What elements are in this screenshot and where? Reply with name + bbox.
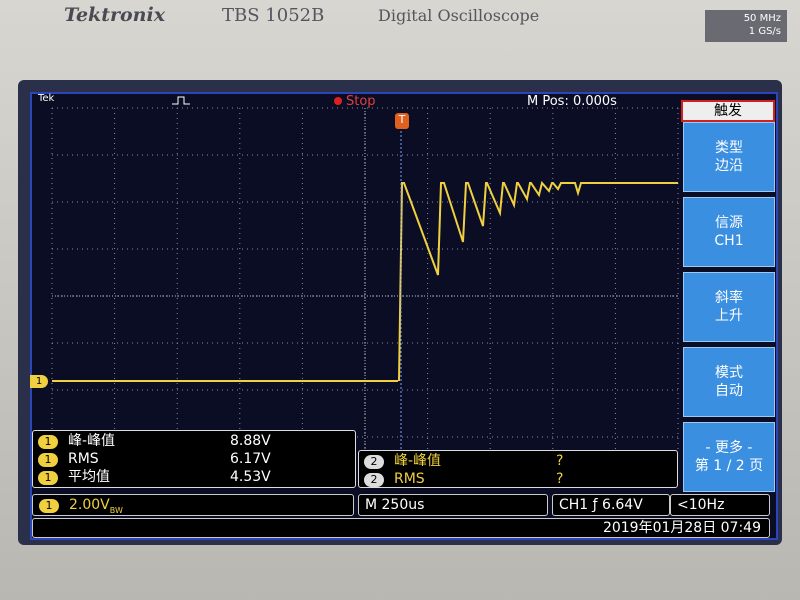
- menu-value: 上升: [715, 308, 743, 324]
- channel-marker: 1: [30, 375, 48, 388]
- trigger-level: CH1 ƒ 6.64V: [552, 494, 670, 516]
- menu-label: 模式: [715, 365, 743, 381]
- menu-value: 自动: [715, 383, 743, 399]
- measure-row: 1 RMS 6.17V: [38, 450, 338, 468]
- menu-value: 第 1 / 2 页: [694, 458, 764, 474]
- measure-box-ch1: [32, 430, 356, 488]
- menu-value: CH1: [714, 233, 744, 249]
- graticule: [51, 107, 679, 450]
- measure-name: 峰-峰值: [394, 453, 442, 469]
- measure-value: 6.17V: [230, 451, 271, 467]
- menu-label: 类型: [715, 140, 743, 156]
- channel-scale: 1 2.00VBW: [32, 494, 354, 516]
- menu-title: 触发: [681, 100, 775, 122]
- bandwidth: 50 MHz: [743, 13, 781, 24]
- stop-dot: [334, 97, 342, 105]
- measure-value: 8.88V: [230, 433, 271, 449]
- measure-name: 平均值: [68, 469, 110, 485]
- channel-badge: 2: [364, 473, 384, 487]
- m-pos: M Pos: 0.000s: [527, 94, 617, 109]
- measure-value: 4.53V: [230, 469, 271, 485]
- channel-badge: 1: [38, 435, 58, 449]
- measure-box-ch2: [358, 450, 678, 488]
- measure-row: 1 平均值 4.53V: [38, 468, 338, 486]
- menu-value: 边沿: [715, 158, 743, 174]
- measure-value: ?: [556, 471, 564, 487]
- model: TBS 1052B: [222, 5, 325, 26]
- timebase: M 250us: [358, 494, 548, 516]
- waveform: [398, 180, 678, 382]
- measure-row: 2 峰-峰值?: [364, 452, 664, 470]
- menu-label: 斜率: [715, 290, 743, 306]
- menu-label: - 更多 -: [705, 440, 753, 456]
- frequency: <10Hz: [670, 494, 770, 516]
- sample-rate: 1 GS/s: [748, 26, 781, 37]
- channel-badge: 1: [38, 471, 58, 485]
- measure-row: 2 RMS?: [364, 470, 664, 488]
- trigger-marker: T: [395, 113, 409, 129]
- measure-value: ?: [556, 453, 564, 469]
- product: Digital Oscilloscope: [378, 6, 540, 25]
- menu-label: 信源: [715, 215, 743, 231]
- scale-suffix: BW: [109, 505, 123, 515]
- menu-button[interactable]: 信源 CH1: [683, 197, 775, 267]
- brand: Tektronix: [64, 4, 166, 26]
- channel-badge: 1: [38, 453, 58, 467]
- logo: Tek: [38, 93, 55, 104]
- spec-badge: 50 MHz 1 GS/s: [705, 10, 787, 42]
- measure-name: RMS: [394, 471, 425, 487]
- menu-button[interactable]: 类型 边沿: [683, 122, 775, 192]
- menu-button[interactable]: 斜率 上升: [683, 272, 775, 342]
- menu-button[interactable]: - 更多 - 第 1 / 2 页: [683, 422, 775, 492]
- run-state: Stop: [346, 94, 376, 109]
- channel-badge: 2: [364, 455, 384, 469]
- trigger-pos-icon: [172, 96, 190, 105]
- channel-badge: 1: [39, 499, 59, 513]
- measure-name: RMS: [68, 451, 99, 467]
- measure-name: 峰-峰值: [68, 433, 116, 449]
- scale: 2.00V: [69, 497, 110, 513]
- measure-row: 1 峰-峰值 8.88V: [38, 432, 338, 450]
- datetime: 2019年01月28日 07:49: [32, 518, 770, 538]
- menu-button[interactable]: 模式 自动: [683, 347, 775, 417]
